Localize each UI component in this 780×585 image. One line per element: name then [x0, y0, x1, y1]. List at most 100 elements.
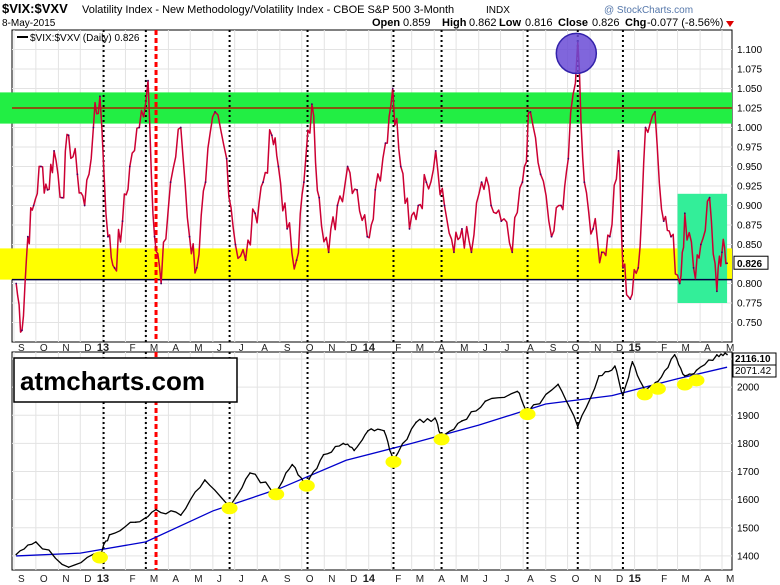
- month-label: M: [194, 574, 202, 585]
- ratio-tick-label: 0.800: [737, 279, 762, 290]
- ratio-point: [147, 79, 149, 82]
- ratio-point: [425, 181, 428, 184]
- date-label: 8-May-2015: [2, 18, 56, 29]
- ratio-point: [99, 95, 101, 98]
- ratio-tick-label: 1.025: [737, 104, 762, 115]
- ratio-point: [529, 111, 532, 113]
- ratio-tick-label: 1.100: [737, 45, 762, 56]
- month-label: J: [217, 343, 222, 354]
- month-label: D: [84, 574, 91, 585]
- price-point: [35, 541, 37, 543]
- ratio-point: [138, 126, 141, 129]
- ratio-point: [399, 165, 402, 168]
- price-point: [108, 534, 111, 536]
- ratio-point: [366, 235, 369, 238]
- ratio-point: [699, 243, 702, 246]
- ratio-point: [617, 150, 620, 152]
- ratio-point: [113, 267, 116, 269]
- month-label: F: [395, 574, 401, 585]
- month-label: M: [682, 343, 690, 354]
- description-label: Volatility Index - New Methodology/Volat…: [82, 4, 454, 16]
- ratio-point: [67, 134, 70, 137]
- ratio-point: [214, 111, 216, 113]
- last-value-label: 0.826: [737, 259, 762, 270]
- ratio-point: [160, 282, 163, 285]
- ratio-point: [511, 251, 514, 254]
- month-label: F: [661, 343, 667, 354]
- ratio-point: [678, 282, 681, 285]
- ratio-point: [262, 181, 265, 184]
- price-point: [15, 553, 17, 556]
- price-tick-label: 1900: [737, 411, 760, 422]
- price-markers: [91, 374, 705, 564]
- ratio-point: [188, 235, 191, 238]
- brand-box: atmcharts.com: [13, 357, 238, 403]
- ratio-point: [721, 251, 723, 254]
- ratio-point: [644, 126, 647, 129]
- month-label: M: [726, 574, 734, 585]
- ratio-tick-label: 0.750: [737, 318, 762, 329]
- chart-header: $VIX:$VXV Volatility Index - New Methodo…: [2, 1, 734, 29]
- ratio-point: [500, 220, 503, 223]
- ratio-point: [234, 243, 237, 246]
- top-x-axis: S O N D 13 F M A M J J A S O N D 14 F M A M J J A S O N D 15 F M A M: [18, 342, 734, 354]
- month-label: O: [40, 343, 48, 354]
- ratio-point: [128, 165, 131, 168]
- price-series: [15, 352, 728, 568]
- ratio-point: [204, 181, 207, 184]
- month-label: J: [239, 343, 244, 354]
- ratio-point: [654, 111, 656, 113]
- ratio-point: [179, 126, 182, 129]
- open-value: 0.859: [403, 17, 431, 29]
- ratio-event-lines: [102, 30, 624, 342]
- month-label: D: [350, 343, 357, 354]
- month-label: N: [62, 343, 69, 354]
- bottom-x-axis: S O N D 13 F M A M J J A S O N D 14 F M A M J J A S O N D 15 F M A M: [18, 573, 734, 585]
- month-label: A: [261, 343, 268, 354]
- ratio-point: [408, 228, 411, 230]
- month-label: S: [284, 343, 291, 354]
- ratio-point: [637, 267, 640, 269]
- month-label: A: [527, 574, 534, 585]
- highlight-box: [677, 193, 728, 303]
- ratio-point: [92, 126, 95, 129]
- price-tick-label: 1700: [737, 467, 760, 478]
- month-label: M: [460, 574, 468, 585]
- price-point: [684, 375, 686, 377]
- ratio-point: [726, 262, 728, 265]
- ratio-point: [302, 181, 305, 184]
- ratio-point: [21, 329, 23, 332]
- ratio-point: [560, 204, 562, 207]
- price-point: [434, 417, 436, 419]
- price-point: [631, 361, 634, 363]
- price-point: [673, 354, 676, 356]
- month-label: N: [594, 574, 601, 585]
- month-label: 15: [629, 342, 641, 354]
- month-label: M: [682, 574, 690, 585]
- ratio-point: [662, 220, 665, 223]
- support-marker: [649, 382, 666, 395]
- open-label: Open: [372, 17, 400, 29]
- ratio-point: [40, 165, 42, 168]
- ratio-point: [53, 150, 55, 152]
- ratio-point: [567, 157, 570, 160]
- exchange-label: INDX: [486, 5, 510, 16]
- ratio-point: [583, 181, 586, 184]
- price-point: [598, 375, 600, 377]
- price-last-label: 2116.10: [735, 354, 771, 365]
- month-label: 14: [363, 573, 376, 585]
- ratio-point: [629, 298, 632, 300]
- month-label: A: [261, 574, 268, 585]
- ratio-tick-label: 0.850: [737, 240, 762, 251]
- ratio-point: [622, 267, 624, 269]
- ratio-point: [336, 204, 339, 207]
- month-label: D: [350, 574, 357, 585]
- ratio-point: [346, 165, 349, 168]
- price-y-axis: 140015001600170018001900200021002116.102…: [732, 352, 777, 562]
- price-point: [249, 472, 251, 474]
- price-line: [15, 352, 728, 568]
- ratio-point: [592, 228, 594, 230]
- ratio-point: [480, 181, 483, 184]
- month-label: J: [505, 574, 510, 585]
- month-label: S: [18, 574, 25, 585]
